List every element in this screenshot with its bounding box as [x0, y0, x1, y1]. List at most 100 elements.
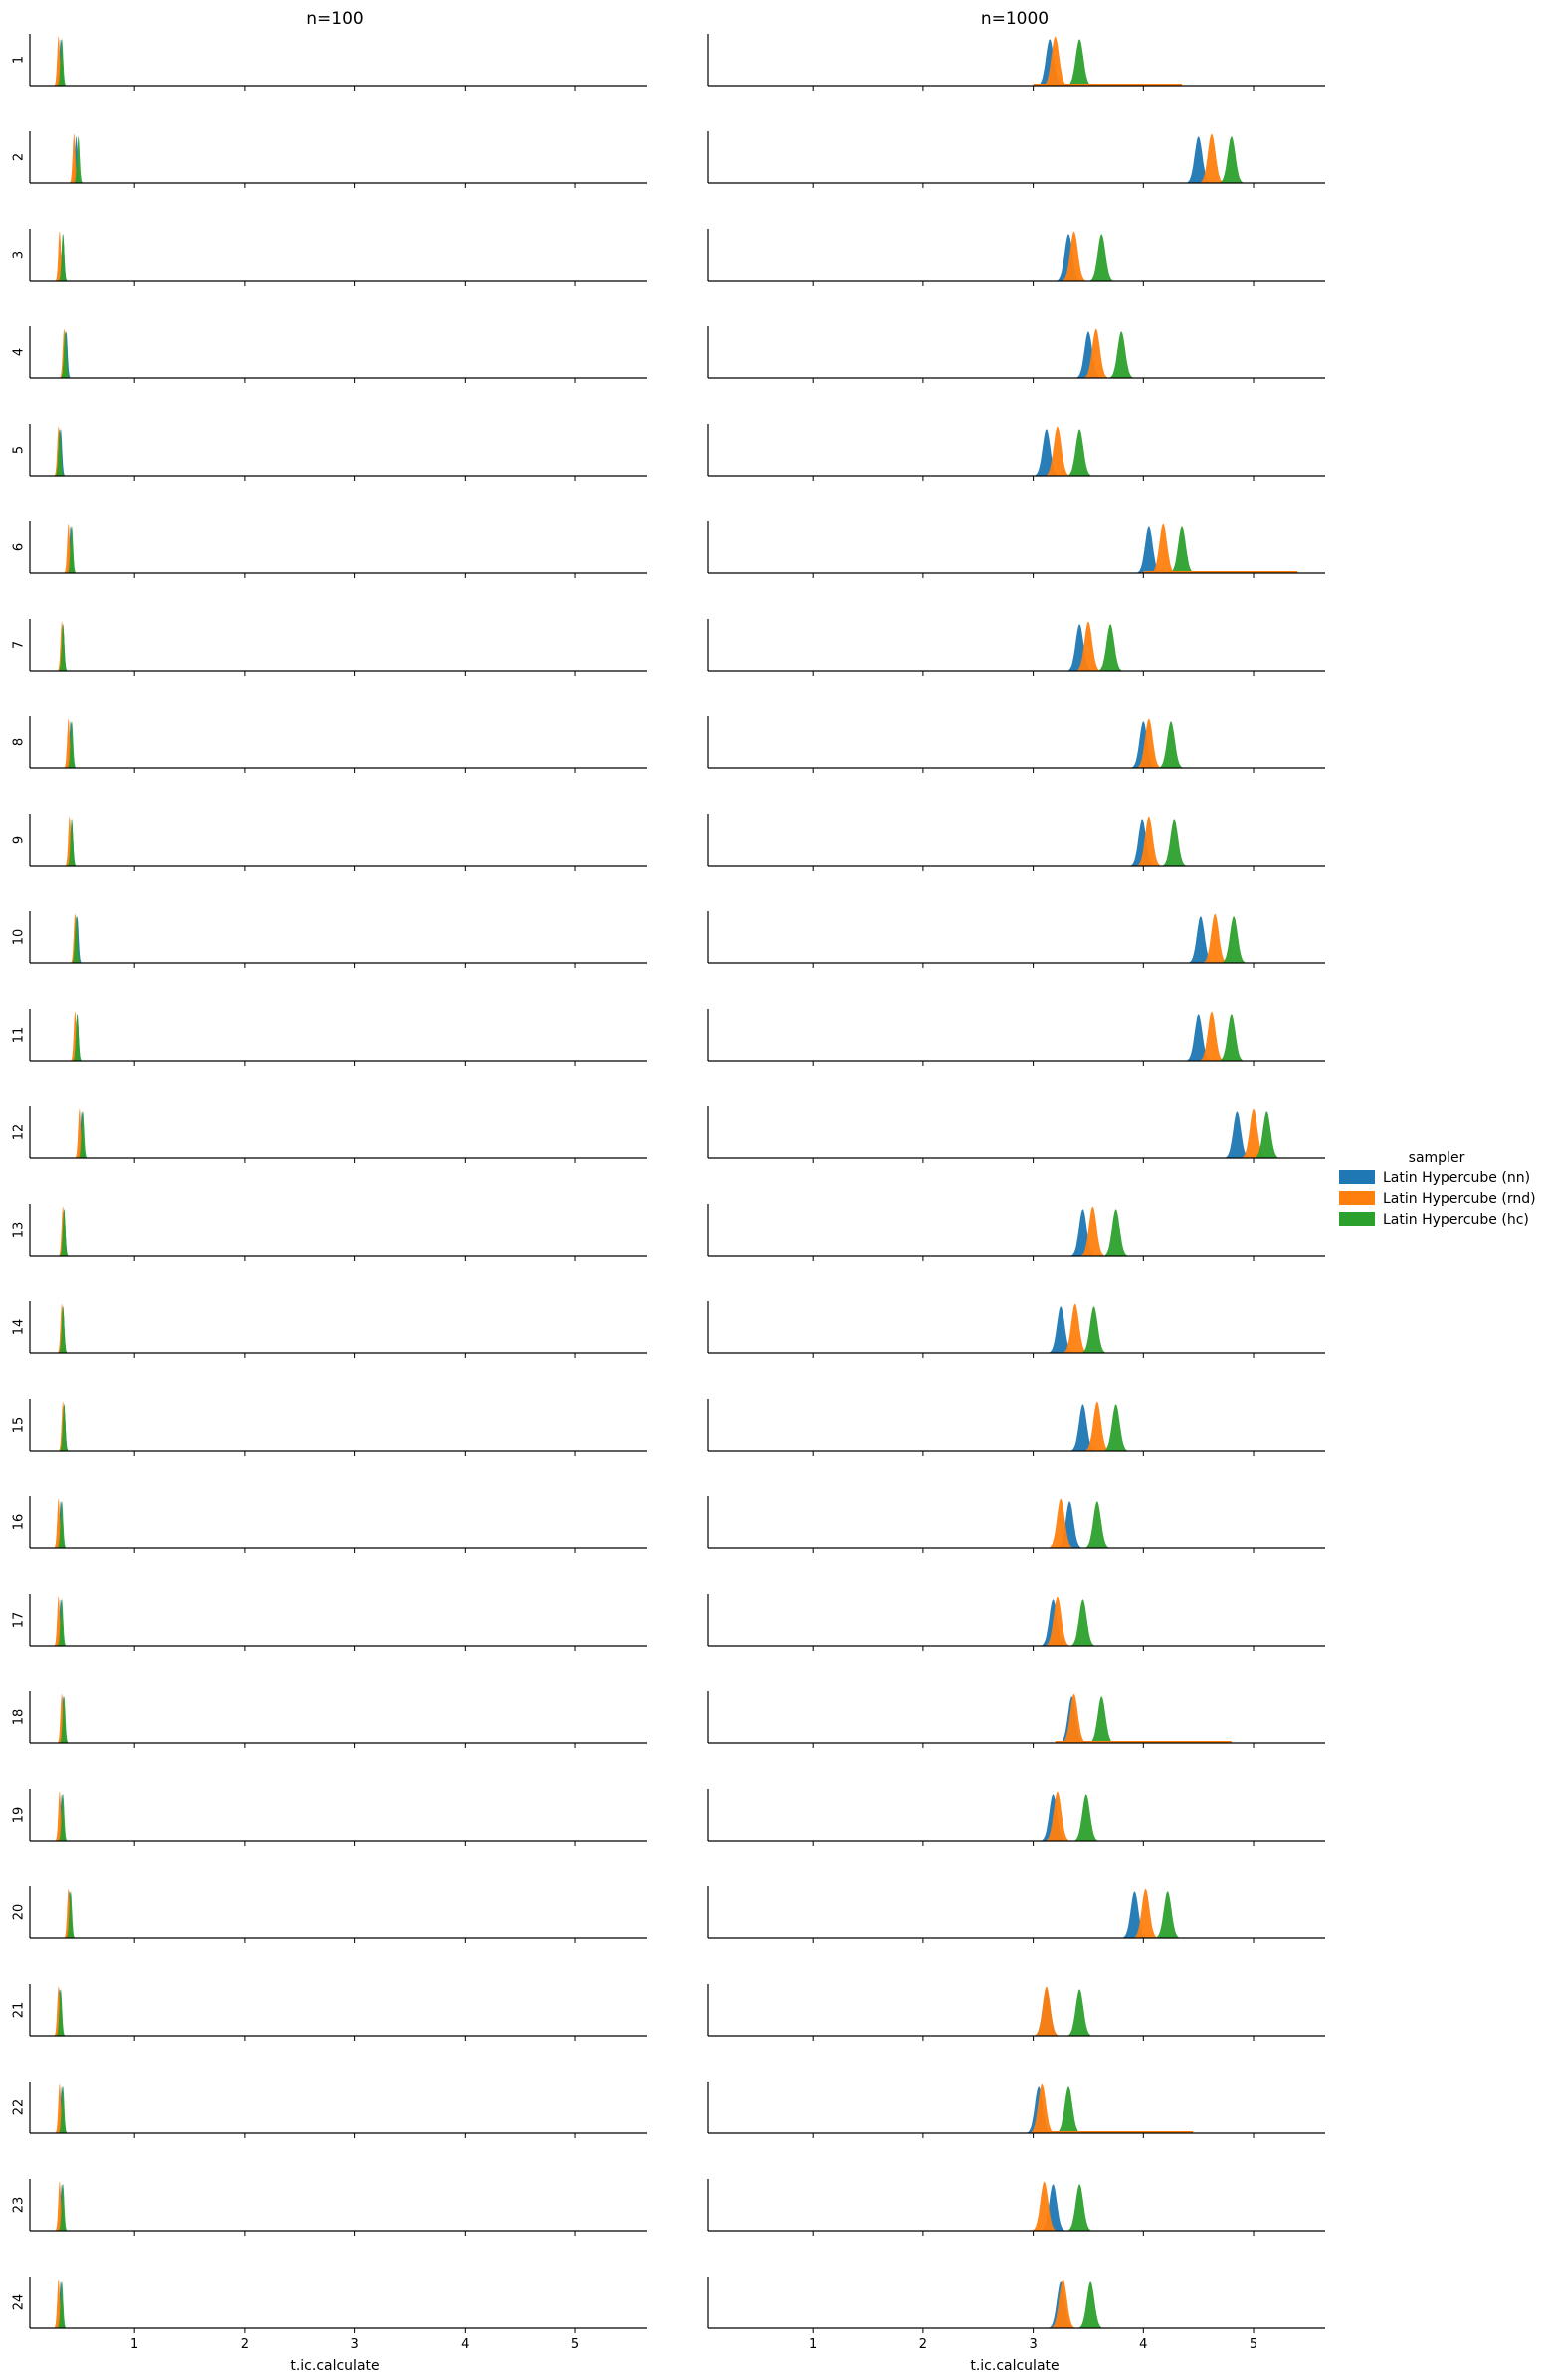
density-rnd-row-2: [69, 133, 80, 183]
panel-row-21-n100: 21: [12, 1984, 647, 2041]
column-titles: n=100 n=1000: [306, 9, 1049, 29]
density-rnd-row-21: [53, 1986, 65, 2036]
density-hc-row-7: [1094, 624, 1126, 671]
density-hc-row-9: [66, 819, 78, 866]
density-rnd-row-8: [63, 718, 75, 768]
density-hc-row-7: [57, 624, 69, 671]
panel-row-11-n100: 11: [12, 1009, 647, 1066]
row-label-5: 5: [12, 446, 27, 454]
panel-row-23-n100: 23: [12, 2179, 647, 2236]
density-rnd-row-6: [63, 523, 75, 573]
row-label-21: 21: [12, 2002, 27, 2019]
density-rnd-row-11: [1196, 1011, 1228, 1061]
row-label-23: 23: [12, 2197, 27, 2214]
panel-row-8-n1000: [707, 716, 1325, 773]
x-tick-label-1: 1: [130, 2337, 138, 2352]
density-nn-row-5: [1031, 429, 1063, 476]
density-hc-row-20: [1152, 1891, 1184, 1938]
x-tick-label-4: 4: [1139, 2337, 1147, 2352]
panel-row-7-n100: 7: [12, 619, 647, 676]
density-rnd-row-2: [1196, 133, 1228, 183]
density-rnd-row-11: [70, 1011, 81, 1061]
panel-row-24-n100: 1 2 3 4 5 24: [12, 2277, 647, 2352]
density-hc-row-23: [57, 2184, 69, 2231]
panel-row-19-n100: 19: [12, 1789, 647, 1846]
row-label-7: 7: [12, 641, 27, 649]
density-rnd-row-22: [1027, 2083, 1058, 2133]
row-label-2: 2: [12, 153, 27, 161]
density-rnd-row-5: [1042, 426, 1073, 476]
density-hc-row-6: [1166, 526, 1198, 573]
row-label-17: 17: [12, 1612, 27, 1629]
panel-row-7-n1000: [707, 619, 1325, 676]
density-hc-row-8: [66, 721, 78, 768]
density-hc-row-11: [1216, 1014, 1248, 1061]
panel-row-5-n1000: [707, 424, 1325, 481]
panel-row-6-n100: 6: [12, 521, 647, 578]
density-rnd-row-7: [1072, 621, 1104, 671]
panel-row-2-n1000: [707, 131, 1325, 188]
density-nn-row-9: [1126, 819, 1158, 866]
row-label-13: 13: [12, 1222, 27, 1239]
density-hc-row-21: [55, 1989, 67, 2036]
panel-row-3-n1000: [707, 229, 1325, 286]
row-label-19: 19: [12, 1807, 27, 1824]
density-rnd-row-22: [54, 2083, 66, 2133]
density-rnd-row-1: [1040, 36, 1071, 86]
density-rnd-row-17: [1042, 1596, 1073, 1646]
density-rnd-row-9: [64, 816, 76, 866]
density-rnd-row-10: [1199, 913, 1231, 963]
density-rnd-row-4: [1080, 328, 1112, 378]
density-hc-row-12: [77, 1111, 89, 1158]
x-tick-label-2: 2: [919, 2337, 927, 2352]
density-hc-row-17: [56, 1599, 68, 1646]
density-nn-row-3: [1053, 234, 1084, 281]
panel-row-15-n1000: [707, 1399, 1325, 1456]
panel-row-18-n1000: [707, 1691, 1325, 1748]
legend-label-nn: Latin Hypercube (nn): [1383, 1170, 1530, 1186]
density-hc-row-19: [1070, 1794, 1102, 1841]
column-title-n1000: n=1000: [981, 9, 1049, 29]
panel-row-12-n100: 12: [12, 1106, 647, 1163]
panel-row-9-n100: 9: [12, 814, 647, 871]
density-hc-row-5: [54, 429, 66, 476]
row-label-15: 15: [12, 1417, 27, 1434]
panel-row-2-n100: 2: [12, 131, 647, 188]
panel-row-24-n1000: 1 2 3 4 5: [707, 2277, 1325, 2352]
density-rnd-row-18: [56, 1693, 68, 1743]
legend-swatch-nn: [1339, 1170, 1375, 1184]
legend: sampler Latin Hypercube (nn) Latin Hyper…: [1339, 1150, 1536, 1228]
density-rnd-row-12: [1238, 1108, 1269, 1158]
density-nn-row-13: [1066, 1209, 1098, 1256]
x-tick-label-2: 2: [241, 2337, 249, 2352]
panel-row-22-n100: 22: [12, 2082, 647, 2138]
density-hc-row-1: [1063, 39, 1095, 86]
density-hc-row-22: [57, 2086, 69, 2133]
x-axis-labels: t.ic.calculate t.ic.calculate: [290, 2358, 1059, 2374]
density-nn-row-2: [71, 136, 82, 183]
x-axis-label-left: t.ic.calculate: [290, 2358, 379, 2374]
x-tick-label-4: 4: [461, 2337, 469, 2352]
row-label-11: 11: [12, 1027, 27, 1044]
density-rnd-row-16: [53, 1498, 65, 1548]
panel-row-22-n1000: [707, 2082, 1325, 2138]
legend-label-rnd: Latin Hypercube (rnd): [1383, 1191, 1536, 1207]
density-rnd-row-21: [1031, 1986, 1063, 2036]
panel-row-4-n100: 4: [12, 326, 647, 383]
density-hc-row-5: [1063, 429, 1095, 476]
panel-row-4-n1000: [707, 326, 1325, 383]
row-label-4: 4: [12, 348, 27, 356]
density-nn-row-1: [1034, 39, 1065, 86]
density-rnd-row-16: [1045, 1498, 1076, 1548]
legend-title: sampler: [1409, 1150, 1465, 1166]
density-nn-row-7: [1063, 624, 1095, 671]
panel-row-10-n1000: [707, 911, 1325, 968]
density-hc-row-3: [57, 234, 69, 281]
row-label-22: 22: [12, 2099, 27, 2116]
density-hc-row-4: [60, 331, 71, 378]
density-rnd-row-24: [53, 2279, 65, 2328]
panel-row-3-n100: 3: [12, 229, 647, 286]
density-hc-row-14: [1078, 1306, 1109, 1353]
